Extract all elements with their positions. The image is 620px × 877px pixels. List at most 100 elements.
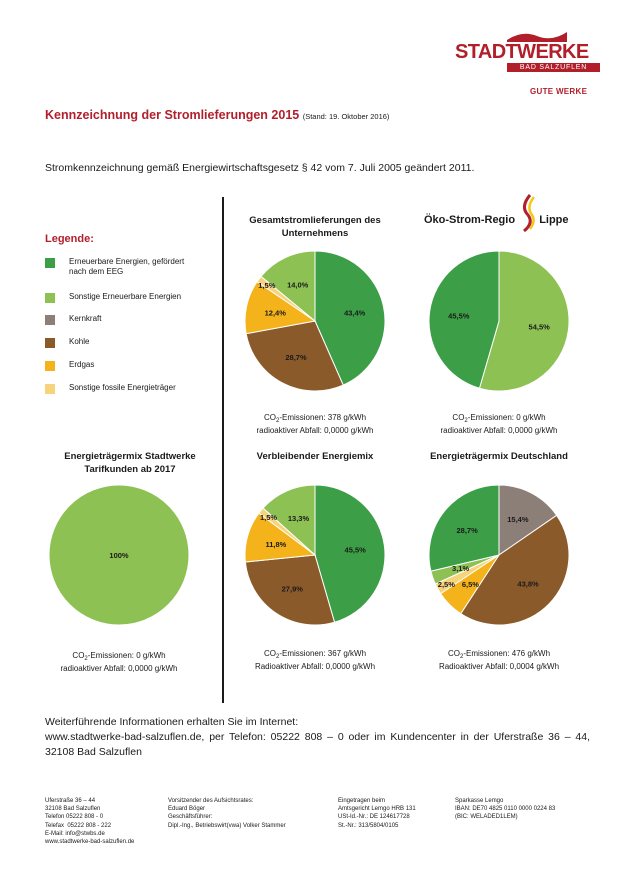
pie-data-label: 27,9% xyxy=(282,585,304,594)
pie-data-label: 1,5% xyxy=(258,281,275,290)
legend-label: Sonstige Erneuerbare Energien xyxy=(69,292,182,301)
footer-bank: Sparkasse Lemgo IBAN: DE70 4825 0110 000… xyxy=(455,798,556,821)
legend-swatch xyxy=(45,361,55,371)
legend-item: Erdgas xyxy=(45,360,220,371)
pie-data-label: 100% xyxy=(109,551,129,560)
pie-data-label: 13,3% xyxy=(288,514,310,523)
pie-slice xyxy=(48,484,190,626)
oeko-logo-accent: Lippe xyxy=(539,213,569,226)
logo-flag-icon xyxy=(507,32,567,42)
co2-value: 0 g/kWh xyxy=(516,413,546,422)
company-logo: STADTWERKE BAD SALZUFLEN GUTE WERKE xyxy=(455,28,600,98)
pie-slice xyxy=(498,484,558,556)
legend-item: Erneuerbare Energien, gefördert nach dem… xyxy=(45,257,220,277)
pie-data-label: 28,7% xyxy=(285,353,307,362)
footer-register: Eingetragen beim Amtsgericht Lemgo HRB 1… xyxy=(338,798,416,829)
info-block: Weiterführende Informationen erhalten Si… xyxy=(45,715,590,760)
caption-oeko: CO2-Emissionen: 0 g/kWh radioaktiver Abf… xyxy=(409,412,589,437)
pie-slice xyxy=(245,320,344,392)
pie-data-label: 45,5% xyxy=(448,311,470,320)
caption-tarif: CO2-Emissionen: 0 g/kWh radioaktiver Abf… xyxy=(29,650,209,675)
pie-data-label: 43,4% xyxy=(344,309,366,318)
pie-slice xyxy=(314,484,386,623)
pie-data-label: 6,5% xyxy=(462,580,479,589)
pie-data-label: 28,7% xyxy=(457,526,479,535)
pie-slice xyxy=(314,250,386,386)
pie-data-label: 45,5% xyxy=(345,545,367,554)
chart-title-tarif: Energieträgermix Stadtwerke Tarifkunden … xyxy=(64,451,196,475)
pie-data-label: 14,0% xyxy=(287,280,309,289)
pie-slice xyxy=(428,484,500,572)
co2-value: 0 g/kWh xyxy=(136,651,166,660)
waste-line: radioaktiver Abfall: 0,0000 g/kWh xyxy=(440,426,558,435)
co2-line: CO2-Emissionen: 476 g/kWh xyxy=(447,649,551,660)
pie-slice xyxy=(428,250,500,389)
waste-line: radioaktiver Abfall: 0,0000 g/kWh xyxy=(60,664,178,673)
pie-chart-verbleibend: 45,5% 27,9% 11,8% 1,5% 13,3% xyxy=(244,484,386,626)
legend-swatch xyxy=(45,338,55,348)
pie-data-label: 15,4% xyxy=(507,515,529,524)
pie-slice xyxy=(460,514,570,626)
co2-value: 378 g/kWh xyxy=(327,413,367,422)
legend-title: Legende: xyxy=(45,233,94,245)
pie-slice xyxy=(260,250,316,323)
co2-line: CO2-Emissionen: 378 g/kWh xyxy=(263,413,367,424)
co2-line: CO2-Emissionen: 0 g/kWh xyxy=(72,651,166,662)
pie-chart-gesamt: 43,4% 28,7% 12,4% 1,5% 14,0% xyxy=(244,250,386,392)
caption-gesamt: CO2-Emissionen: 378 g/kWh radioaktiver A… xyxy=(225,412,405,437)
chart-title-gesamt: Gesamtstromlieferungen des Unternehmens xyxy=(249,215,381,239)
co2-line: CO2-Emissionen: 0 g/kWh xyxy=(452,413,546,424)
legend-label: Kohle xyxy=(69,337,90,346)
legend-swatch xyxy=(45,384,55,394)
pie-data-label: 1,5% xyxy=(260,513,277,522)
chart-title-verbleibend: Verbleibender Energiemix xyxy=(256,451,374,462)
intro-text: Stromkennzeichnung gemäß Energiewirtscha… xyxy=(45,162,475,174)
pie-data-label: 2,5% xyxy=(438,580,455,589)
oeko-strom-logo: Öko-Strom-Regio Lippe xyxy=(424,194,574,242)
title-stand: (Stand: 19. Oktober 2016) xyxy=(302,112,390,121)
pie-slice xyxy=(262,484,316,557)
oeko-swoosh-icon xyxy=(523,194,536,233)
legend-swatch xyxy=(45,293,55,303)
info-line-2: www.stadtwerke-bad-salzuflen.de, per Tel… xyxy=(45,731,590,758)
waste-value: 0,0004 g/kWh xyxy=(509,662,560,671)
legend-label: Erneuerbare Energien, gefördert nach dem… xyxy=(69,257,185,276)
legend-item: Sonstige fossile Energieträger xyxy=(45,383,220,394)
waste-value: 0,0000 g/kWh xyxy=(325,662,376,671)
pie-data-label: 12,4% xyxy=(265,309,287,318)
oeko-logo-text: Öko-Strom-Regio Lippe xyxy=(424,194,569,233)
logo-name: STADTWERKE xyxy=(455,41,589,63)
logo-slogan: GUTE WERKE xyxy=(530,87,588,96)
chart-title-deutschland: Energieträgermix Deutschland xyxy=(430,451,568,462)
legend-swatch xyxy=(45,315,55,325)
info-line-1: Weiterführende Informationen erhalten Si… xyxy=(45,716,299,728)
waste-line: radioaktiver Abfall: 0,0000 g/kWh xyxy=(256,426,374,435)
waste-value: 0,0000 g/kWh xyxy=(128,664,178,673)
vertical-divider xyxy=(222,197,224,703)
caption-verbleibend: CO2-Emissionen: 367 g/kWh Radioaktiver A… xyxy=(225,648,405,673)
legend-label: Erdgas xyxy=(69,360,95,369)
waste-value: 0,0000 g/kWh xyxy=(508,426,558,435)
pie-chart-oeko: 54,5% 45,5% xyxy=(428,250,570,392)
legend-item: Kohle xyxy=(45,337,220,348)
oeko-logo-main: Öko-Strom-Regio xyxy=(424,213,516,226)
co2-value: 476 g/kWh xyxy=(511,649,551,658)
pie-data-label: 3,1% xyxy=(452,564,469,573)
co2-line: CO2-Emissionen: 367 g/kWh xyxy=(263,649,367,660)
waste-line: Radioaktiver Abfall: 0,0004 g/kWh xyxy=(438,662,560,671)
waste-value: 0,0000 g/kWh xyxy=(324,426,374,435)
legend-label: Sonstige fossile Energieträger xyxy=(69,383,176,392)
pie-data-label: 54,5% xyxy=(529,323,551,332)
pie-data-label: 11,8% xyxy=(265,540,286,549)
co2-value: 367 g/kWh xyxy=(327,649,367,658)
pie-slice xyxy=(244,554,336,626)
footer-management: Vorsitzender des Aufsichtsrates: Eduard … xyxy=(168,798,286,829)
page-title: Kennzeichnung der Stromlieferungen 2015 … xyxy=(45,108,389,122)
legend-item: Sonstige Erneuerbare Energien xyxy=(45,292,220,303)
pie-chart-deutschland: 15,4% 43,8% 6,5% 2,5% 3,1% 28,7% xyxy=(428,484,570,626)
pie-data-label: 43,8% xyxy=(517,579,539,588)
title-text: Kennzeichnung der Stromlieferungen 2015 xyxy=(45,108,300,122)
footer-address: Uferstraße 36 – 44 32108 Bad Salzuflen T… xyxy=(45,798,135,846)
caption-deutschland: CO2-Emissionen: 476 g/kWh Radioaktiver A… xyxy=(409,648,589,673)
legend-swatch xyxy=(45,258,55,268)
